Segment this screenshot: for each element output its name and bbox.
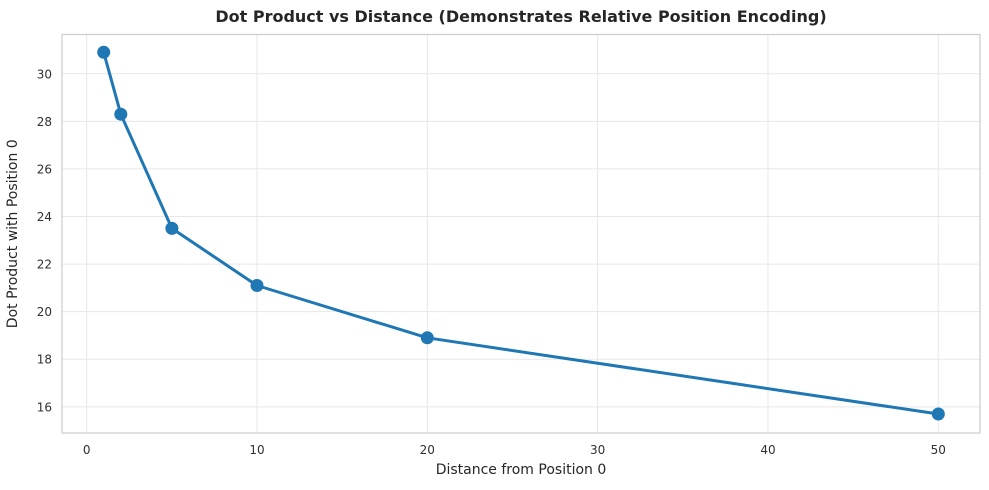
gridlines [62,34,980,433]
y-tick-label: 18 [37,353,52,367]
y-tick-label: 26 [37,162,52,176]
x-tick-label: 10 [249,443,264,457]
plot-border [61,33,981,434]
x-tick-label: 30 [590,443,605,457]
data-point-marker [97,45,111,59]
data-series-dot-product [97,45,945,421]
data-point-marker [165,221,179,235]
y-tick-label: 28 [37,115,52,129]
y-axis-tick-labels: 16 18 20 22 24 26 28 30 [37,67,52,414]
data-point-marker [420,331,434,345]
data-point-marker [114,107,128,121]
data-point-marker [250,279,264,292]
y-tick-label: 22 [37,258,52,272]
x-tick-label: 0 [83,443,91,457]
x-tick-label: 20 [420,443,435,457]
x-axis-tick-labels: 0 10 20 30 40 50 [83,443,946,457]
data-point-marker [931,407,945,421]
series-line [102,50,940,416]
y-tick-label: 16 [37,400,52,414]
y-tick-label: 30 [37,67,52,81]
y-tick-label: 20 [37,305,52,319]
y-tick-label: 24 [37,210,52,224]
chart-title: Dot Product vs Distance (Demonstrates Re… [215,7,826,26]
x-axis-label: Distance from Position 0 [436,462,607,478]
y-axis-label: Dot Product with Position 0 [5,139,21,328]
x-tick-label: 50 [931,443,946,457]
x-tick-label: 40 [760,443,775,457]
